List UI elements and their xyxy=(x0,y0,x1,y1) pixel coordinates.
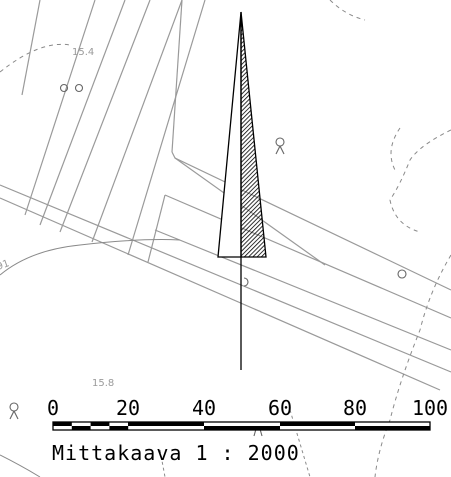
tree-symbol xyxy=(74,83,84,93)
scale-tick-label: 20 xyxy=(116,396,140,420)
scale-bar: 0 20 40 60 80 100 Mittakaava 1 : 2000 xyxy=(47,396,448,465)
tree-symbol xyxy=(243,277,249,287)
scale-tick-label: 60 xyxy=(268,396,292,420)
elevation-label: 91 xyxy=(0,258,11,273)
scale-tick-label: 0 xyxy=(47,396,59,420)
scale-bar-graphic xyxy=(52,421,431,431)
elevation-label: 15.4 xyxy=(72,47,94,58)
tree-symbol xyxy=(275,137,285,155)
tree-symbol xyxy=(397,269,407,279)
scale-tick-label: 100 xyxy=(412,396,448,420)
scale-tick-label: 80 xyxy=(343,396,367,420)
scale-tick-label: 40 xyxy=(192,396,216,420)
north-arrow-icon xyxy=(217,11,267,370)
elevation-label: 15.8 xyxy=(92,378,114,389)
tree-symbol xyxy=(9,402,19,420)
scale-caption: Mittakaava 1 : 2000 xyxy=(52,441,300,465)
tree-symbol xyxy=(59,83,69,93)
